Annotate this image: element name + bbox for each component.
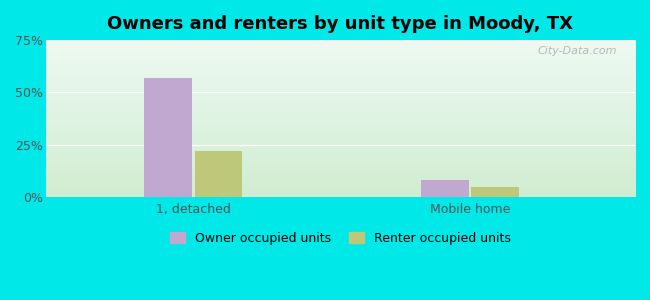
Bar (471, 187, 519, 197)
Bar (144, 78, 192, 197)
Text: City-Data.com: City-Data.com (538, 46, 618, 56)
Bar (194, 151, 242, 197)
Title: Owners and renters by unit type in Moody, TX: Owners and renters by unit type in Moody… (107, 15, 573, 33)
Legend: Owner occupied units, Renter occupied units: Owner occupied units, Renter occupied un… (164, 227, 516, 250)
Bar (421, 180, 469, 197)
